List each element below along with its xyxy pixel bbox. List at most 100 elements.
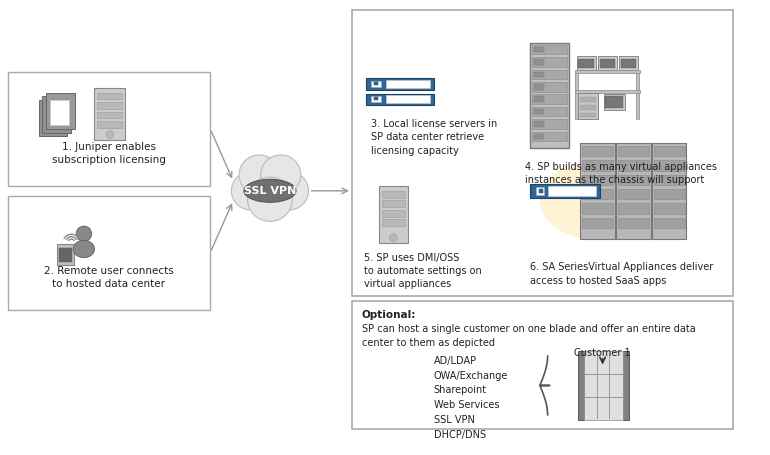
- FancyBboxPatch shape: [534, 109, 544, 115]
- FancyBboxPatch shape: [371, 81, 381, 87]
- FancyBboxPatch shape: [654, 175, 685, 185]
- FancyBboxPatch shape: [386, 80, 430, 88]
- FancyBboxPatch shape: [574, 90, 640, 92]
- FancyBboxPatch shape: [352, 10, 733, 296]
- FancyBboxPatch shape: [531, 43, 569, 148]
- FancyBboxPatch shape: [619, 56, 638, 70]
- Text: 2. Remote user connects
to hosted data center: 2. Remote user connects to hosted data c…: [44, 266, 174, 289]
- FancyBboxPatch shape: [374, 82, 378, 85]
- FancyBboxPatch shape: [581, 105, 596, 110]
- FancyBboxPatch shape: [534, 47, 544, 52]
- FancyBboxPatch shape: [8, 71, 210, 186]
- FancyBboxPatch shape: [534, 71, 544, 77]
- FancyBboxPatch shape: [532, 82, 567, 91]
- FancyBboxPatch shape: [97, 102, 122, 109]
- FancyBboxPatch shape: [50, 100, 69, 125]
- FancyBboxPatch shape: [654, 203, 685, 214]
- FancyBboxPatch shape: [534, 59, 544, 65]
- FancyBboxPatch shape: [371, 96, 381, 102]
- FancyBboxPatch shape: [618, 175, 649, 185]
- Circle shape: [239, 155, 280, 195]
- Circle shape: [232, 172, 270, 210]
- Circle shape: [248, 177, 293, 222]
- FancyBboxPatch shape: [539, 189, 543, 193]
- FancyBboxPatch shape: [386, 96, 430, 103]
- Ellipse shape: [540, 162, 646, 238]
- FancyBboxPatch shape: [582, 189, 613, 199]
- FancyBboxPatch shape: [95, 88, 126, 140]
- FancyBboxPatch shape: [623, 351, 628, 420]
- FancyBboxPatch shape: [97, 121, 122, 128]
- Text: Optional:: Optional:: [362, 310, 416, 320]
- FancyBboxPatch shape: [618, 189, 649, 199]
- FancyBboxPatch shape: [578, 351, 584, 420]
- FancyBboxPatch shape: [532, 70, 567, 79]
- FancyBboxPatch shape: [584, 351, 623, 420]
- FancyBboxPatch shape: [547, 186, 596, 196]
- FancyBboxPatch shape: [534, 96, 544, 102]
- Ellipse shape: [73, 240, 95, 258]
- FancyBboxPatch shape: [8, 196, 210, 310]
- FancyBboxPatch shape: [582, 160, 613, 171]
- FancyBboxPatch shape: [574, 70, 640, 72]
- FancyBboxPatch shape: [46, 92, 75, 129]
- FancyBboxPatch shape: [534, 121, 544, 127]
- FancyBboxPatch shape: [600, 59, 615, 68]
- FancyBboxPatch shape: [382, 219, 405, 226]
- Text: 3. Local license servers in
SP data center retrieve
licensing capacity: 3. Local license servers in SP data cent…: [371, 119, 497, 156]
- FancyBboxPatch shape: [59, 248, 72, 263]
- FancyBboxPatch shape: [605, 96, 623, 108]
- FancyBboxPatch shape: [618, 146, 649, 157]
- FancyBboxPatch shape: [534, 134, 544, 139]
- FancyBboxPatch shape: [382, 210, 405, 217]
- FancyBboxPatch shape: [97, 92, 122, 99]
- FancyBboxPatch shape: [581, 112, 596, 117]
- Text: Customer 1: Customer 1: [574, 348, 631, 358]
- FancyBboxPatch shape: [536, 187, 544, 195]
- FancyBboxPatch shape: [598, 56, 617, 70]
- Circle shape: [390, 234, 397, 242]
- FancyBboxPatch shape: [604, 94, 624, 110]
- FancyBboxPatch shape: [582, 217, 613, 228]
- FancyBboxPatch shape: [616, 143, 651, 238]
- FancyBboxPatch shape: [382, 191, 405, 197]
- FancyBboxPatch shape: [534, 84, 544, 90]
- Text: 6. SA SeriesVirtual Appliances deliver
access to hosted SaaS apps: 6. SA SeriesVirtual Appliances deliver a…: [531, 263, 714, 286]
- FancyBboxPatch shape: [532, 45, 567, 55]
- FancyBboxPatch shape: [651, 143, 687, 238]
- FancyBboxPatch shape: [582, 146, 613, 157]
- FancyBboxPatch shape: [618, 203, 649, 214]
- Circle shape: [243, 157, 298, 212]
- FancyBboxPatch shape: [581, 143, 615, 238]
- FancyBboxPatch shape: [578, 59, 594, 68]
- FancyBboxPatch shape: [532, 57, 567, 67]
- FancyBboxPatch shape: [352, 301, 733, 430]
- Circle shape: [270, 172, 309, 210]
- FancyBboxPatch shape: [57, 244, 74, 265]
- FancyBboxPatch shape: [374, 97, 378, 100]
- FancyBboxPatch shape: [578, 92, 598, 119]
- Text: SSL VPN: SSL VPN: [244, 186, 296, 196]
- Text: 1. Juniper enables
subscription licensing: 1. Juniper enables subscription licensin…: [52, 142, 166, 165]
- Circle shape: [106, 131, 114, 138]
- FancyBboxPatch shape: [621, 59, 636, 68]
- FancyBboxPatch shape: [654, 189, 685, 199]
- FancyBboxPatch shape: [97, 111, 122, 118]
- Text: AD/LDAP
OWA/Exchange
Sharepoint
Web Services
SSL VPN
DHCP/DNS: AD/LDAP OWA/Exchange Sharepoint Web Serv…: [434, 356, 508, 440]
- FancyBboxPatch shape: [574, 71, 578, 119]
- FancyBboxPatch shape: [42, 96, 72, 132]
- FancyBboxPatch shape: [367, 94, 434, 105]
- FancyBboxPatch shape: [581, 97, 596, 102]
- FancyBboxPatch shape: [532, 107, 567, 116]
- FancyBboxPatch shape: [618, 160, 649, 171]
- FancyBboxPatch shape: [38, 100, 68, 136]
- FancyBboxPatch shape: [654, 146, 685, 157]
- Text: 5. SP uses DMI/OSS
to automate settings on
virtual appliances: 5. SP uses DMI/OSS to automate settings …: [364, 253, 482, 289]
- Circle shape: [76, 226, 92, 242]
- FancyBboxPatch shape: [582, 203, 613, 214]
- Text: SP can host a single customer on one blade and offer an entire data
center to th: SP can host a single customer on one bla…: [362, 324, 695, 348]
- FancyBboxPatch shape: [582, 175, 613, 185]
- Ellipse shape: [244, 179, 296, 202]
- FancyBboxPatch shape: [532, 119, 567, 129]
- FancyBboxPatch shape: [379, 186, 408, 243]
